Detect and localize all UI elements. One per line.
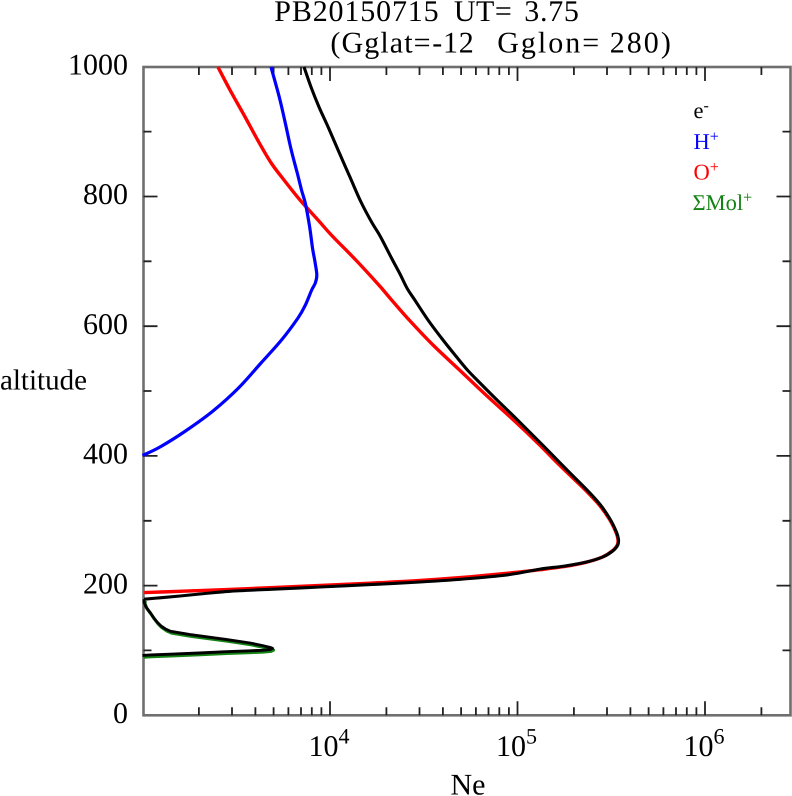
svg-text:600: 600 (83, 308, 128, 341)
svg-text:105: 105 (496, 723, 537, 763)
svg-text:200: 200 (83, 567, 128, 600)
svg-text:800: 800 (83, 178, 128, 211)
svg-text:ΣMol+: ΣMol+ (693, 189, 753, 215)
svg-text:400: 400 (83, 438, 128, 471)
svg-text:0: 0 (113, 697, 128, 730)
svg-text:1000: 1000 (68, 49, 128, 82)
svg-text:Ne: Ne (451, 769, 486, 796)
svg-text:altitude: altitude (0, 365, 87, 397)
